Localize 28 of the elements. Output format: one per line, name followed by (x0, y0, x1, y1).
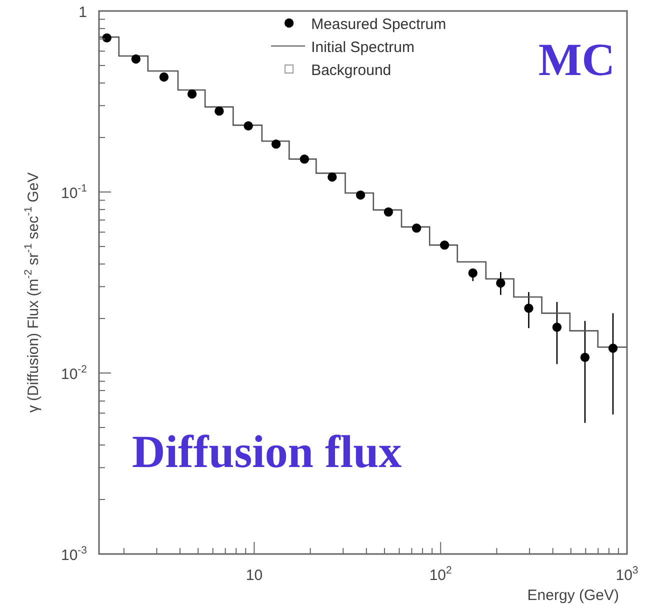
point (328, 172, 337, 182)
legend-label: Measured Spectrum (311, 16, 446, 33)
point (524, 304, 534, 313)
legend-label: Initial Spectrum (311, 39, 414, 56)
annotation: Diffusion flux (132, 426, 402, 477)
point (356, 190, 366, 200)
point (580, 352, 590, 362)
y-axis-title: γ (Diffusion) Flux (m-2 sr-1 sec-1 GeV (22, 172, 42, 413)
point (552, 322, 562, 332)
annotation: MC (538, 34, 615, 85)
legend-label: Background (311, 62, 392, 79)
point (102, 33, 112, 43)
point (496, 278, 506, 288)
point (300, 154, 310, 164)
point (244, 121, 253, 130)
point (214, 106, 224, 116)
x-axis-title: Energy (GeV) (527, 587, 620, 604)
y-tick-label: 1 (78, 4, 87, 21)
point (412, 223, 422, 233)
point (131, 54, 141, 64)
point (271, 139, 281, 149)
x-tick-label: 10 (246, 567, 263, 584)
point (159, 72, 169, 82)
point (384, 207, 394, 217)
point (440, 240, 450, 250)
point (468, 268, 478, 278)
point (187, 89, 197, 99)
point (608, 344, 618, 353)
